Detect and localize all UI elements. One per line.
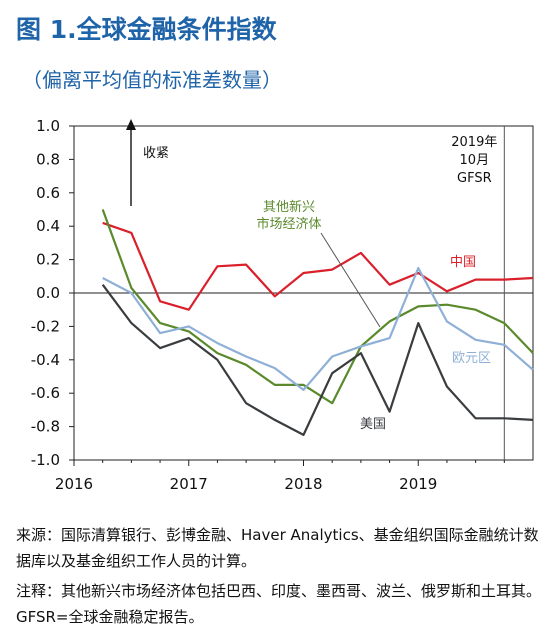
y-tick-label: 0.0	[36, 284, 60, 302]
chart-title: 图 1.全球金融条件指数	[16, 15, 277, 44]
y-tick-label: 1.0	[36, 117, 60, 135]
y-tick-label: 0.8	[36, 150, 60, 168]
series-label-0: 中国	[450, 255, 476, 270]
x-tick-label: 2018	[284, 475, 322, 493]
chart-area: 1.0 0.8 0.6 0.4 0.2 0.0 -0.2 -0.4 -0.6 -0.8 -1.0 20…	[31, 117, 534, 493]
series-line-1	[101, 209, 534, 405]
em-leader-line	[320, 232, 381, 328]
chart-subtitle: （偏离平均值的标准差数量）	[22, 68, 282, 92]
tighten-label: 收紧	[143, 146, 169, 161]
x-tick-label: 2019	[399, 475, 437, 493]
x-tick-label: 2017	[170, 475, 208, 493]
tighten-arrowhead	[126, 119, 136, 130]
gfsr-annotation: 2019年 10月 GFSR	[451, 135, 497, 186]
series-label-3: 美国	[360, 417, 386, 432]
y-tick-label: -0.6	[31, 384, 60, 402]
remark-note: 注释：其他新兴市场经济体包括巴西、印度、墨西哥、波兰、俄罗斯和土耳其。GFSR=…	[16, 582, 542, 626]
series-line-2	[102, 266, 534, 391]
source-note: 来源：国际清算银行、彭博金融、Haver Analytics、基金组织国际金融统…	[16, 526, 539, 570]
y-tick-label: -1.0	[31, 451, 60, 469]
y-tick-label: -0.8	[31, 418, 60, 436]
y-tick-label: 0.6	[36, 184, 60, 202]
series-line-3	[101, 284, 534, 436]
series-label-2: 欧元区	[452, 351, 491, 366]
y-tick-label: -0.4	[31, 351, 60, 369]
series-line-0	[102, 221, 534, 311]
y-tick-label: 0.4	[36, 217, 60, 235]
y-tick-label: -0.2	[31, 317, 60, 335]
x-tick-label: 2016	[55, 475, 93, 493]
series-label-1: 其他新兴市场经济体	[256, 199, 321, 232]
y-tick-label: 0.2	[36, 251, 60, 269]
